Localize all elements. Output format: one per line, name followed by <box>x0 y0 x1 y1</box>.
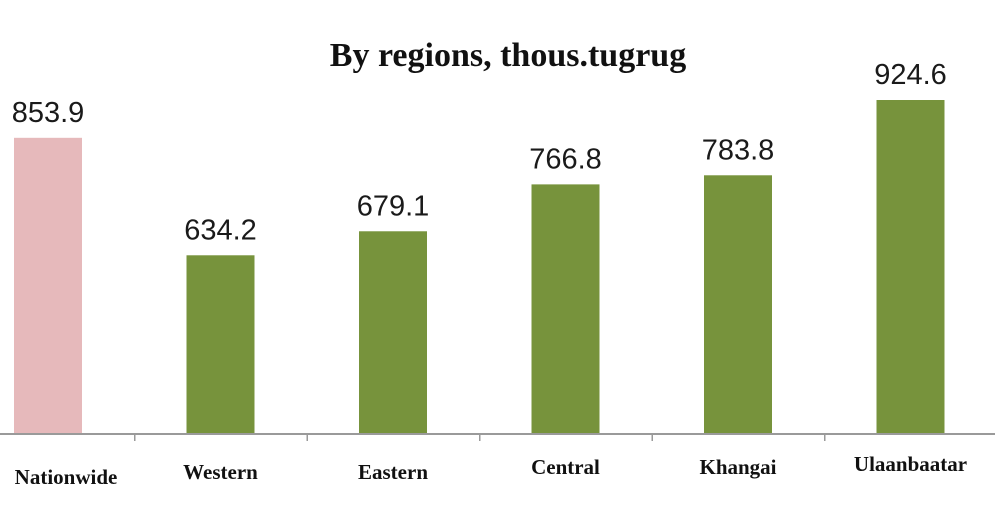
category-label-ulaanbaatar: Ulaanbaatar <box>854 452 967 476</box>
bar-khangai <box>704 175 772 435</box>
value-label-central: 766.8 <box>529 143 602 175</box>
category-label-western: Western <box>183 460 258 484</box>
category-label-nationwide: Nationwide <box>15 465 118 489</box>
bar-nationwide <box>14 137 82 434</box>
value-label-khangai: 783.8 <box>702 134 775 166</box>
bar-eastern <box>359 231 427 434</box>
value-labels-group: 853.9 634.2 679.1 766.8 783.8 924.6 <box>12 59 947 246</box>
value-label-eastern: 679.1 <box>357 190 430 222</box>
category-label-khangai: Khangai <box>699 455 776 479</box>
value-label-western: 634.2 <box>184 214 257 246</box>
bar-western <box>186 255 255 434</box>
value-label-ulaanbaatar: 924.6 <box>874 59 947 91</box>
category-label-eastern: Eastern <box>358 460 428 484</box>
bar-ulaanbaatar <box>876 100 945 434</box>
bars-group <box>14 100 945 435</box>
x-axis-ticks <box>134 434 826 441</box>
category-label-central: Central <box>531 455 600 479</box>
bar-central <box>531 184 600 434</box>
category-labels-group: Nationwide Western Eastern Central Khangai Ul… <box>15 452 967 489</box>
value-label-nationwide: 853.9 <box>12 97 85 129</box>
chart-title: By regions, thous.tugrug <box>330 37 686 74</box>
